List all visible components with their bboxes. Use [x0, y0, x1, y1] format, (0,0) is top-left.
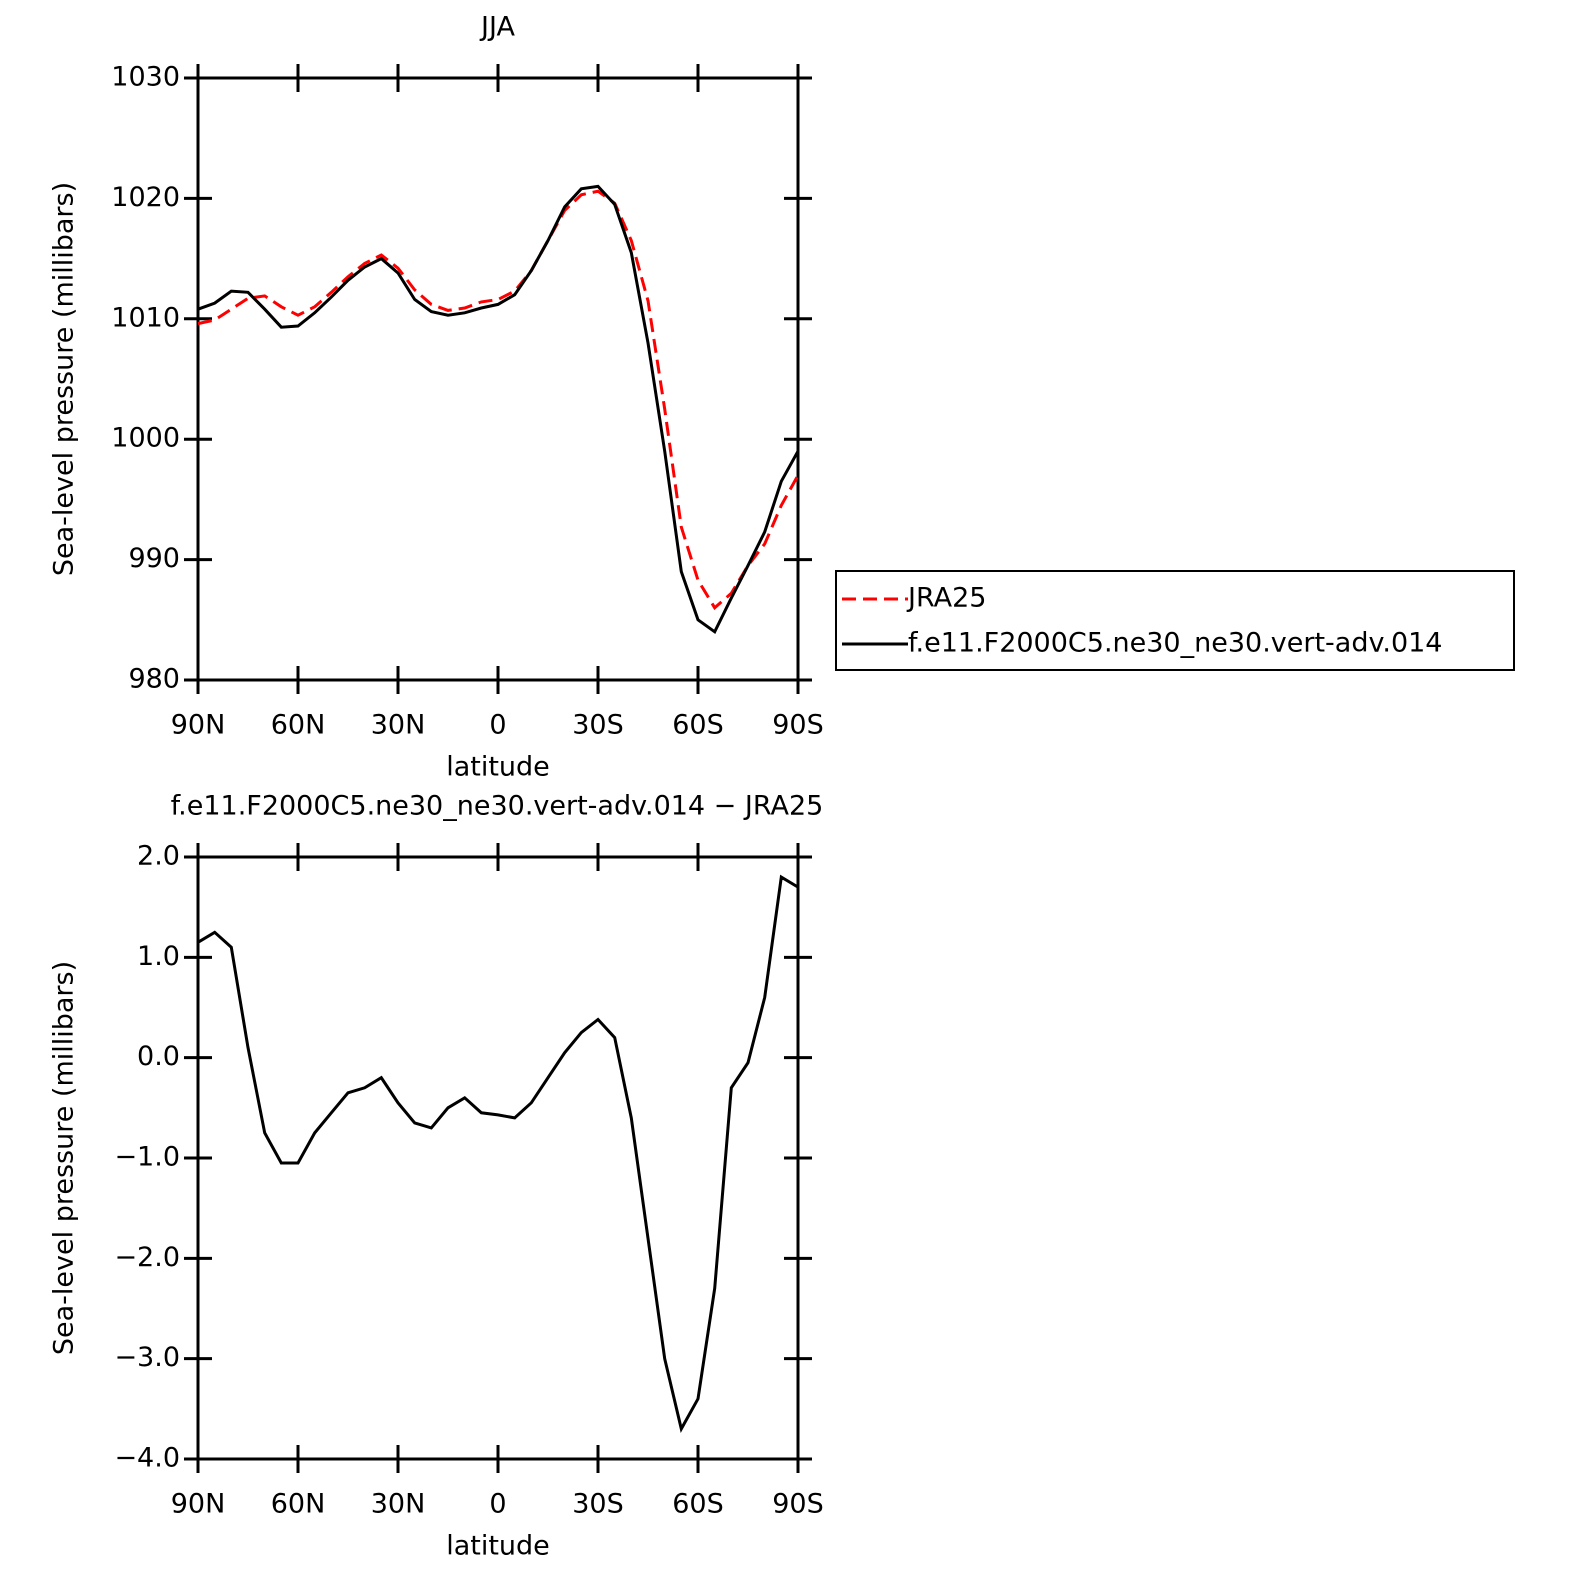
y-axis-label: Sea-level pressure (millibars) [49, 961, 80, 1355]
x-tick-label: 60N [271, 710, 326, 741]
x-tick-label: 30N [371, 1489, 426, 1520]
y-tick-label: −4.0 [114, 1443, 180, 1474]
y-tick-label: −1.0 [114, 1142, 180, 1173]
y-tick-label: 1020 [111, 182, 180, 213]
x-tick-label: 30S [572, 1489, 624, 1520]
data-line [197, 184, 800, 635]
legend-label: JRA25 [906, 583, 986, 614]
chart-title: JJA [479, 12, 515, 43]
x-tick-label: 60S [672, 710, 724, 741]
y-tick-label: 1000 [111, 423, 180, 454]
y-tick-label: −3.0 [114, 1342, 180, 1373]
y-tick-label: 1030 [111, 62, 180, 93]
x-tick-label: 60N [271, 1489, 326, 1520]
y-tick-label: 990 [128, 543, 180, 574]
y-tick-label: 1010 [111, 302, 180, 333]
legend-box [835, 570, 1515, 671]
x-tick-label: 0 [489, 1489, 506, 1520]
y-tick-label: 0.0 [137, 1041, 180, 1072]
x-tick-label: 0 [489, 710, 506, 741]
data-line [197, 189, 800, 611]
x-axis-label: latitude [446, 1531, 550, 1562]
x-tick-label: 30N [371, 710, 426, 741]
x-tick-label: 90S [772, 710, 824, 741]
plot-frame [196, 76, 800, 682]
y-tick-label: 2.0 [137, 841, 180, 872]
x-tick-label: 60S [672, 1489, 724, 1520]
y-tick-label: 980 [128, 664, 180, 695]
y-tick-label: 1.0 [137, 941, 180, 972]
plot-frame [196, 855, 800, 1461]
legend-label: f.e11.F2000C5.ne30_ne30.vert-adv.014 [908, 628, 1442, 659]
data-line [197, 874, 799, 1434]
x-tick-label: 90N [171, 1489, 226, 1520]
chart-title: f.e11.F2000C5.ne30_ne30.vert-adv.014 − J… [171, 791, 824, 822]
x-tick-label: 30S [572, 710, 624, 741]
y-axis-label: Sea-level pressure (millibars) [49, 182, 80, 576]
x-tick-label: 90N [171, 710, 226, 741]
y-tick-label: −2.0 [114, 1242, 180, 1273]
x-axis-label: latitude [446, 752, 550, 783]
x-tick-label: 90S [772, 1489, 824, 1520]
